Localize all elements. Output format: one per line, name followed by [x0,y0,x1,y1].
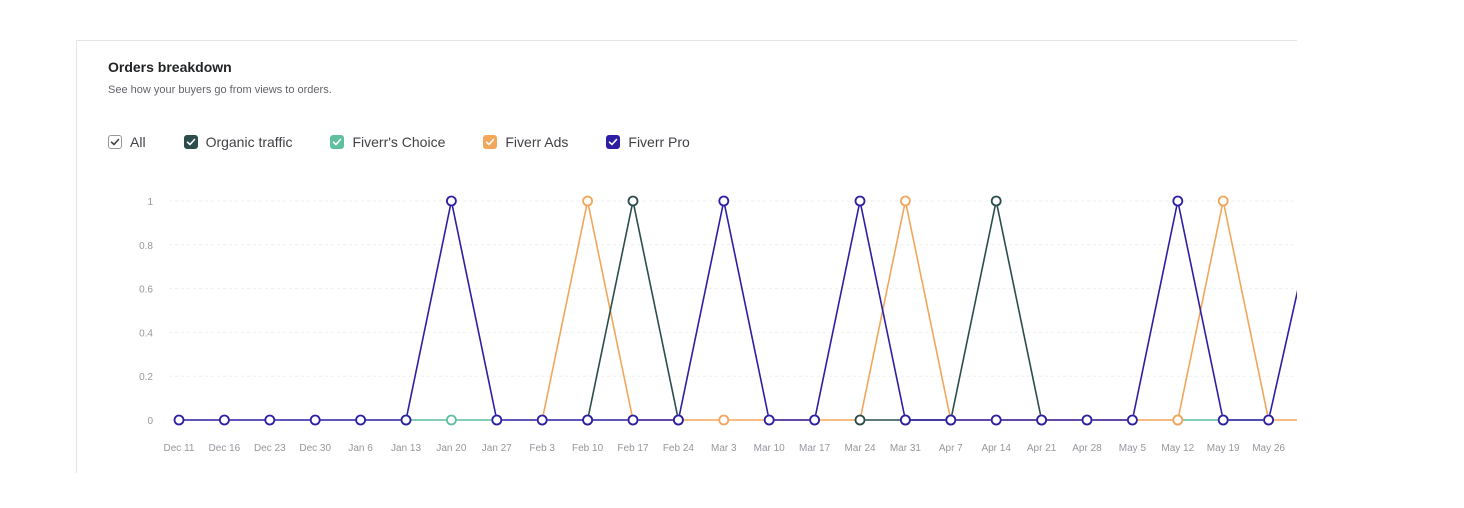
data-point [718,414,730,426]
data-point [1263,414,1274,426]
card-title: Orders breakdown [108,59,232,75]
y-tick-label: 0.2 [139,372,153,383]
checkbox-icon[interactable] [330,135,345,149]
checkbox-icon[interactable] [483,135,498,149]
x-tick-label: Feb 3 [529,443,555,454]
x-tick-label: Jan 6 [348,443,373,454]
legend-label: All [130,134,146,150]
legend-item-fiverr-pro[interactable]: Fiverr Pro [606,134,690,150]
y-tick-label: 0 [147,416,153,427]
legend-item-fiverrs-choice[interactable]: Fiverr's Choice [330,134,445,150]
x-tick-label: Feb 24 [663,443,695,454]
series-line [586,200,680,421]
legend-label: Fiverr's Choice [352,134,446,150]
x-tick-label: May 5 [1119,443,1147,454]
legend: All Organic traffic Fiverr's Choice Five… [108,134,728,150]
data-point [264,414,276,426]
legend-item-organic-traffic[interactable]: Organic traffic [183,134,293,150]
data-point [309,414,321,426]
y-tick-label: 0.8 [139,241,153,252]
series-line [860,200,1043,421]
x-tick-label: Apr 14 [981,443,1011,454]
data-point [1172,195,1184,207]
legend-item-all[interactable]: All [108,134,146,150]
checkbox-icon[interactable] [183,135,198,149]
data-point [945,414,957,426]
data-point [1217,195,1229,207]
data-point [1036,414,1047,426]
x-tick-label: Feb 10 [572,443,604,454]
data-point [854,414,866,426]
x-tick-label: Dec 16 [209,443,241,454]
x-tick-label: Dec 23 [254,443,286,454]
y-tick-label: 1 [147,197,153,208]
data-point [673,414,684,426]
x-tick-label: Mar 31 [890,443,922,454]
x-tick-label: Dec 11 [164,443,195,454]
x-tick-label: Mar 3 [711,443,737,454]
x-tick-label: Apr 28 [1072,443,1102,454]
orders-line-chart: 0 0.2 0.4 0.6 0.8 1 Dec 11 Dec 16 Dec 23 Dec 30 Ja… [139,195,1297,454]
data-point [854,195,866,207]
data-point [809,414,820,426]
data-point [491,414,503,426]
data-point [763,414,775,426]
data-point [582,195,594,207]
x-tick-label: Mar 24 [844,443,876,454]
x-tick-label: Jan 13 [391,443,421,454]
x-tick-label: May 19 [1207,443,1240,454]
checkbox-icon[interactable] [108,135,122,149]
x-tick-label: May 12 [1161,443,1194,454]
legend-label: Fiverr Pro [628,134,690,150]
series-line [179,200,1297,421]
data-point [445,195,457,207]
card-subtitle: See how your buyers go from views to ord… [108,84,332,96]
y-tick-label: 0.6 [139,285,153,296]
data-point [1217,414,1229,426]
x-tick-label: Apr 21 [1027,443,1057,454]
data-point [400,414,412,426]
x-tick-label: Mar 10 [754,443,786,454]
orders-breakdown-card: Orders breakdown See how your buyers go … [76,40,1297,473]
x-tick-label: Feb 17 [617,443,649,454]
data-point [1172,414,1184,426]
data-point [218,414,230,426]
x-tick-label: Jan 27 [482,443,512,454]
legend-label: Fiverr Ads [505,134,569,150]
data-point [900,414,911,426]
data-point [627,414,639,426]
legend-label: Organic traffic [205,134,293,150]
data-point [990,195,1002,207]
data-point [173,414,185,426]
data-point [445,414,457,426]
data-point [990,414,1002,426]
data-point [627,195,639,207]
data-point [536,414,548,426]
data-point [1127,414,1138,426]
y-tick-label: 0.4 [139,328,153,339]
x-tick-label: Jan 20 [436,443,466,454]
data-point [355,414,367,426]
x-tick-label: May 26 [1252,443,1285,454]
data-point [1081,414,1093,426]
legend-item-fiverr-ads[interactable]: Fiverr Ads [483,134,568,150]
x-tick-label: Apr 7 [939,443,963,454]
data-point [900,195,911,207]
x-tick-label: Mar 17 [799,443,831,454]
data-point [582,414,594,426]
checkbox-icon[interactable] [606,135,621,149]
x-tick-label: Dec 30 [299,443,331,454]
data-point [718,195,730,207]
